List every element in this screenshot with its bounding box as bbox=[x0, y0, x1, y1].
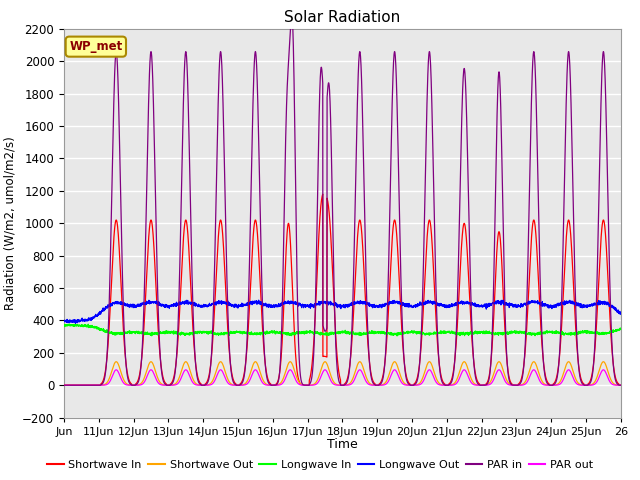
X-axis label: Time: Time bbox=[327, 438, 358, 451]
Text: WP_met: WP_met bbox=[69, 40, 122, 53]
Y-axis label: Radiation (W/m2, umol/m2/s): Radiation (W/m2, umol/m2/s) bbox=[4, 136, 17, 310]
Title: Solar Radiation: Solar Radiation bbox=[284, 10, 401, 25]
Legend: Shortwave In, Shortwave Out, Longwave In, Longwave Out, PAR in, PAR out: Shortwave In, Shortwave Out, Longwave In… bbox=[43, 456, 597, 474]
